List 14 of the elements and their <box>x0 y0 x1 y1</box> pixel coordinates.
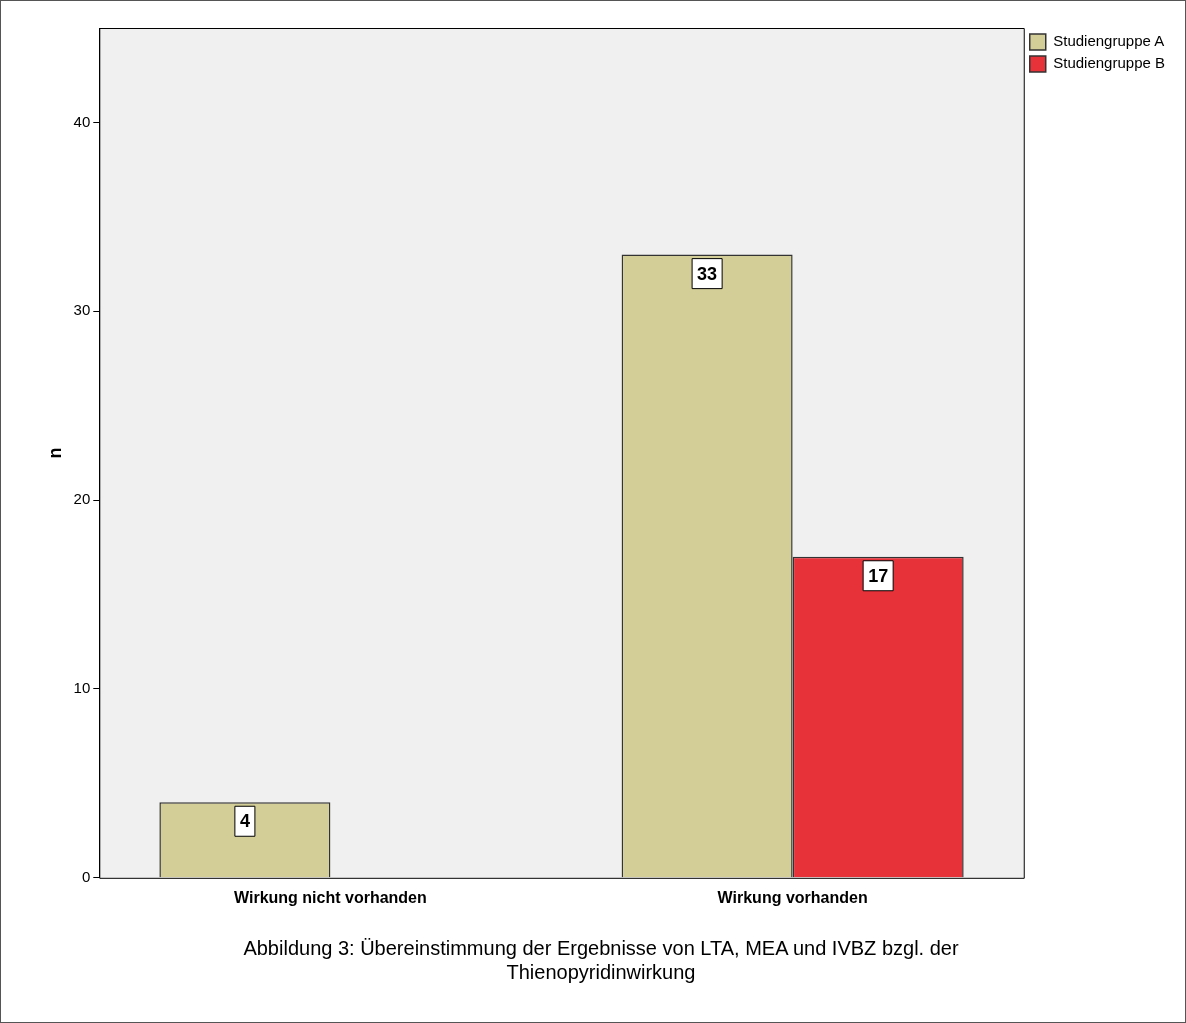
x-tick-label: Wirkung nicht vorhanden <box>234 888 427 906</box>
text: Abbildung 3: Übereinstimmung der Ergebnisse von LTA, MEA und IVBZ bzgl. der Thienopyridinwirkung <box>242 936 960 984</box>
y-axis-title: n <box>44 447 65 459</box>
y-tick-label: 30 <box>73 301 91 319</box>
y-tick-label: 10 <box>73 679 91 697</box>
y-tick-label: 20 <box>73 490 91 508</box>
data-label: 33 <box>697 263 718 284</box>
y-tick-label: 40 <box>73 112 91 130</box>
legend-label: Studiengruppe B <box>1053 54 1166 72</box>
y-tick-label: 0 <box>81 867 91 885</box>
legend-label: Studiengruppe A <box>1053 32 1165 50</box>
x-tick-label: Wirkung vorhanden <box>717 888 868 906</box>
data-label: 17 <box>868 565 889 586</box>
data-label: 4 <box>239 811 250 832</box>
